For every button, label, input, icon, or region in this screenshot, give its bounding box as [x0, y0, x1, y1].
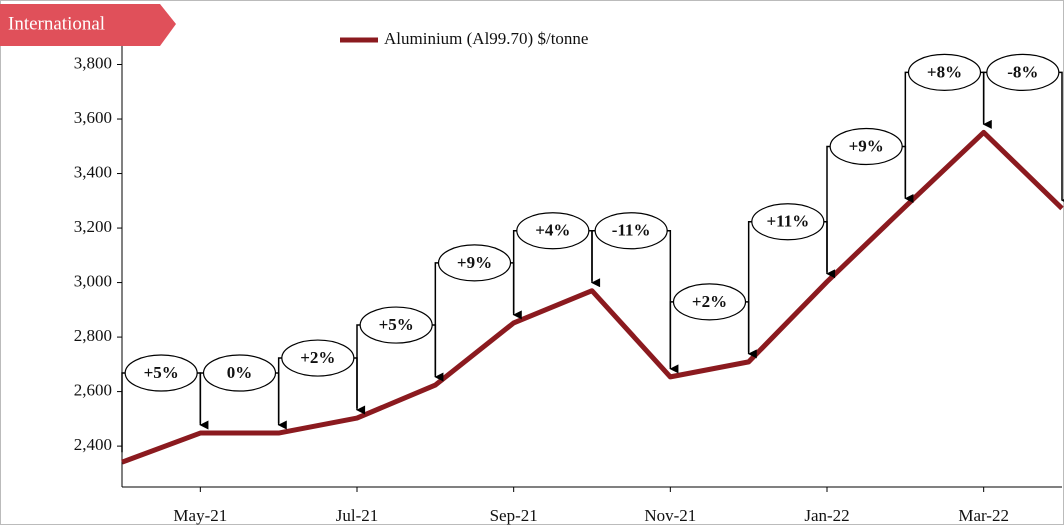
change-bubble [594, 212, 668, 250]
y-tick-label: 3,600 [74, 108, 112, 127]
change-label: +5% [144, 363, 179, 382]
y-tick-label: 3,000 [74, 271, 112, 290]
x-tick-label: May-21 [173, 506, 227, 525]
y-tick-label: 3,400 [74, 162, 112, 181]
x-tick-label: Sep-21 [490, 506, 538, 525]
series-line [121, 129, 1064, 465]
y-tick-label: 2,800 [74, 326, 112, 345]
change-bubble [907, 53, 982, 91]
x-tick-label: Mar-22 [958, 506, 1009, 525]
x-tick-label: Jan-22 [804, 506, 849, 525]
change-bubble [672, 283, 747, 321]
change-label: +2% [692, 292, 727, 311]
y-tick-label: 2,600 [74, 381, 112, 400]
change-label: +5% [379, 315, 414, 334]
legend-label: Aluminium (Al99.70) $/tonne [384, 29, 588, 48]
change-bubble [124, 354, 198, 392]
change-bubble [281, 339, 355, 377]
change-bubble [359, 306, 433, 344]
change-label: +4% [535, 221, 570, 240]
y-tick-label: 3,200 [74, 217, 112, 236]
change-label: 0% [227, 363, 253, 382]
change-bubble [202, 354, 277, 392]
y-tick-label: 2,400 [74, 435, 112, 454]
change-bubble [986, 53, 1060, 91]
change-bubble [829, 127, 903, 166]
change-bubble [751, 203, 825, 241]
x-tick-label: Jul-21 [336, 506, 379, 525]
change-label: +11% [766, 212, 809, 231]
change-label: +9% [849, 136, 884, 155]
y-tick-label: 3,800 [74, 53, 112, 72]
change-bubble [437, 244, 512, 282]
change-label: +9% [457, 253, 492, 272]
change-label: -11% [612, 221, 651, 240]
plot: 2,400 2,600 2,800 3,000 3,200 3,400 3,600 3,800… [74, 10, 1064, 525]
change-bubble [516, 212, 590, 250]
tag-text: International [8, 13, 105, 34]
x-tick-label: Nov-21 [644, 506, 696, 525]
change-label: +8% [927, 62, 962, 81]
change-label: -8% [1007, 62, 1038, 81]
tag-banner [0, 4, 176, 46]
change-label: +2% [300, 348, 335, 367]
